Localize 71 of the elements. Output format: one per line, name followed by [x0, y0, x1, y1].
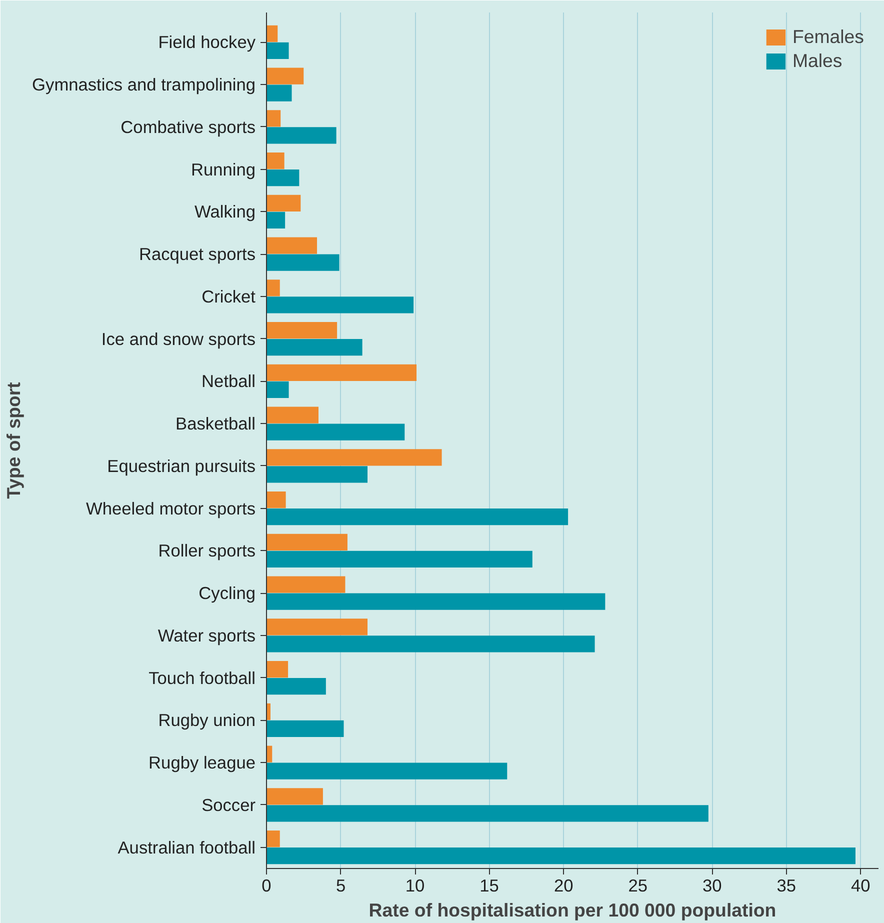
x-tick-label: 5 — [336, 876, 346, 896]
x-tick-label: 15 — [480, 876, 499, 896]
bar — [266, 424, 405, 440]
bar — [266, 381, 289, 398]
bar — [266, 508, 568, 526]
bar — [266, 550, 532, 568]
bar — [266, 322, 338, 339]
y-tick-label: Walking — [194, 202, 256, 222]
bar — [266, 212, 286, 228]
y-tick-label: Ice and snow sports — [101, 328, 256, 349]
bar — [266, 364, 417, 382]
bar — [266, 406, 318, 424]
bar — [266, 338, 362, 356]
x-axis-title: Rate of hospitalisation per 100 000 population — [368, 900, 776, 920]
bar — [266, 169, 300, 186]
bar — [266, 661, 288, 678]
bar — [266, 593, 606, 610]
x-tick-label: 20 — [554, 876, 574, 896]
y-tick-label: Water sports — [158, 625, 256, 646]
bar — [266, 788, 323, 805]
y-tick-label: Touch football — [148, 668, 256, 688]
y-axis-title: Type of sport — [3, 382, 24, 499]
bar — [266, 805, 708, 822]
bar — [266, 576, 346, 593]
bar — [266, 492, 286, 508]
x-tick-label: 30 — [702, 876, 722, 896]
bar — [266, 720, 344, 737]
bar — [266, 110, 281, 127]
bar — [266, 466, 368, 483]
bar — [266, 42, 289, 59]
bar — [266, 84, 292, 102]
x-tick-label: 25 — [628, 876, 648, 896]
bar — [266, 618, 368, 636]
y-tick-label: Wheeled motor sports — [86, 498, 256, 518]
y-tick-label: Australian football — [118, 837, 256, 858]
x-tick-label: 10 — [405, 876, 425, 896]
y-tick-label: Cycling — [198, 583, 256, 604]
bar — [266, 847, 856, 864]
legend-label: Females — [792, 26, 864, 48]
y-tick-label: Combative sports — [120, 116, 256, 137]
y-tick-label: Netball — [202, 371, 256, 392]
y-tick-label: Rugby league — [148, 752, 256, 773]
bar — [266, 152, 284, 170]
bar — [266, 194, 301, 212]
bar — [266, 830, 280, 848]
y-tick-label: Field hockey — [158, 32, 256, 52]
y-tick-label: Equestrian pursuits — [107, 456, 256, 476]
bar — [266, 534, 348, 551]
y-tick-label: Gymnastics and trampolining — [32, 74, 256, 95]
y-tick-label: Cricket — [202, 286, 256, 306]
x-tick-label: 35 — [776, 876, 796, 896]
y-tick-label: Racquet sports — [138, 244, 256, 264]
x-tick-label: 40 — [851, 876, 870, 896]
bar — [266, 25, 278, 42]
bar — [266, 636, 595, 652]
bar — [266, 127, 336, 144]
bar — [266, 296, 414, 314]
y-tick-label: Basketball — [176, 414, 256, 434]
bar — [266, 68, 304, 84]
x-tick-label: 0 — [262, 876, 272, 896]
bar — [266, 678, 326, 695]
bar — [266, 280, 280, 296]
y-tick-label: Roller sports — [158, 540, 256, 561]
y-tick-label: Rugby union — [158, 710, 256, 730]
y-tick-label: Running — [190, 159, 256, 180]
bar — [266, 254, 340, 271]
bar — [266, 237, 318, 254]
bar — [266, 449, 442, 466]
bar — [266, 762, 508, 780]
y-tick-label: Soccer — [202, 794, 256, 815]
legend-label: Males — [792, 50, 842, 72]
